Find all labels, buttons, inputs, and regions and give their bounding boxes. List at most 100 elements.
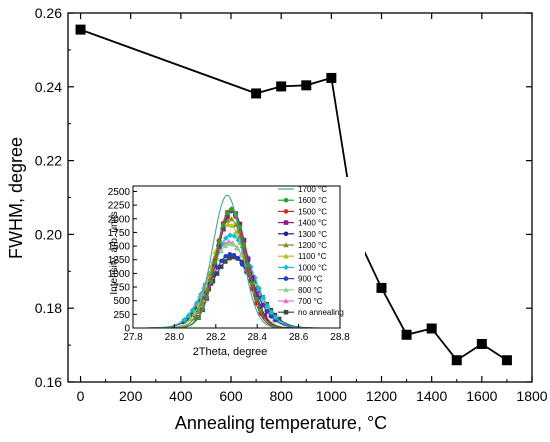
inset-data-point (272, 314, 279, 321)
main-data-point (401, 329, 412, 340)
inset-y-tick-label: 750 (113, 283, 130, 294)
main-x-tick-label: 1800 (516, 388, 547, 404)
inset-legend-marker (283, 197, 289, 203)
main-x-tick-label: 600 (219, 388, 243, 404)
main-data-point (301, 80, 312, 91)
main-data-point (75, 24, 86, 35)
inset-data-point (226, 240, 233, 246)
inset-data-point (268, 314, 274, 319)
inset-y-tick-label: 1500 (108, 242, 131, 253)
main-x-tick-label: 400 (169, 388, 193, 404)
inset-data-point (214, 271, 220, 276)
inset-y-tick-label: 1750 (108, 228, 131, 239)
inset-legend-label: 1600 °C (298, 196, 327, 205)
inset-data-point (223, 254, 228, 259)
inset-legend-label: 900 °C (298, 275, 323, 284)
inset-data-point (222, 242, 229, 249)
inset-legend-label: 1100 °C (298, 252, 327, 261)
inset-x-tick-label: 28.4 (247, 332, 267, 343)
main-x-tick-label: 1600 (466, 388, 497, 404)
inset-data-point (231, 233, 238, 239)
inset-data-point (223, 235, 229, 241)
inset-legend-marker (283, 231, 289, 237)
inset-y-tick-label: 2500 (108, 187, 131, 198)
inset-legend-label: 700 °C (298, 297, 323, 306)
inset-legend-label: 1000 °C (298, 263, 327, 272)
inset-data-point (194, 299, 200, 306)
inset-data-point (230, 241, 237, 247)
inset-data-point (227, 252, 233, 257)
inset-data-point (245, 262, 251, 268)
inset-data-point (245, 256, 251, 262)
inset-legend-label: 1300 °C (298, 230, 327, 239)
main-data-point (326, 72, 337, 83)
main-y-tick-label: 0.24 (35, 79, 62, 95)
main-y-tick-label: 0.16 (35, 374, 62, 390)
inset-data-point (208, 279, 214, 284)
inset-x-tick-label: 28.6 (289, 332, 309, 343)
inset-legend-marker (283, 264, 289, 271)
inset-data-point (181, 316, 188, 323)
inset-data-point (254, 291, 259, 296)
inset-legend-marker (283, 309, 289, 315)
inset-data-point (219, 258, 224, 264)
main-data-point (501, 355, 512, 366)
inset-data-point (218, 264, 224, 270)
main-data-point (451, 355, 462, 366)
inset-data-point (212, 260, 218, 265)
inset-data-point (268, 309, 275, 316)
inset-legend-marker (283, 287, 289, 293)
inset-data-point (239, 262, 245, 267)
main-y-tick-label: 0.22 (35, 153, 62, 169)
main-plot: 0 200 400 600 800 1000 1200 1400 1600 1800 0.160.… (6, 5, 548, 433)
inset-y-tick-label: 1000 (108, 269, 131, 280)
inset-x-tick-label: 28.2 (206, 332, 226, 343)
inset-data-point (264, 309, 270, 314)
inset-data-point (216, 240, 222, 245)
inset-data-point (237, 221, 243, 227)
inset-data-point (234, 245, 241, 251)
main-x-ticks: 0 200 400 600 800 1000 1200 1400 1600 1800 (77, 13, 548, 404)
inset-legend-marker (283, 220, 289, 225)
inset-data-point (254, 296, 259, 302)
inset-plot: 27.8 28.0 28.2 28.4 28.6 28.8 0 250 500 750 1000 1… (105, 177, 365, 363)
inset-data-point (198, 291, 204, 298)
inset-data-point (221, 226, 226, 232)
main-data-point (426, 323, 437, 334)
inset-x-tick-label: 28.8 (330, 332, 350, 343)
inset-x-tick-label: 27.8 (123, 332, 143, 343)
inset-y-tick-label: 0 (124, 324, 130, 335)
main-x-tick-label: 800 (270, 388, 294, 404)
inset-data-point (200, 306, 205, 312)
inset-data-point (220, 222, 226, 228)
inset-legend-label: 1500 °C (298, 207, 327, 216)
main-data-point (476, 338, 487, 349)
inset-legend-label: 800 °C (298, 286, 323, 295)
inset-y-ticks: 0 250 500 750 1000 1250 1500 1750 2000 2250 2500 (108, 187, 137, 335)
main-data-point (376, 282, 387, 293)
inset-legend-marker (283, 298, 289, 304)
inset-data-point (260, 294, 267, 301)
inset-data-point (228, 216, 235, 222)
inset-data-point (231, 252, 237, 258)
main-y-axis-label: FWHM, degree (6, 137, 26, 259)
inset-data-point (256, 285, 262, 292)
inset-data-point (249, 281, 255, 286)
inset-data-point (239, 259, 245, 265)
main-x-tick-label: 0 (77, 388, 85, 404)
inset-data-point (212, 263, 218, 268)
inset-data-point (196, 315, 201, 320)
inset-legend-label: 1200 °C (298, 241, 327, 250)
inset-x-tick-label: 28.0 (165, 332, 185, 343)
inset-plot-frame (132, 185, 341, 329)
inset-data-point (264, 302, 271, 309)
inset-data-point (216, 244, 222, 249)
inset-data-point (235, 256, 241, 261)
inset-data-point (225, 221, 231, 227)
main-x-tick-label: 1000 (316, 388, 347, 404)
inset-x-ticks: 27.8 28.0 28.2 28.4 28.6 28.8 (123, 324, 350, 343)
inset-legend-label: 1700 °C (298, 185, 327, 194)
inset-y-tick-label: 2250 (108, 201, 131, 212)
inset-x-axis-label: 2Theta, degree (193, 346, 268, 358)
